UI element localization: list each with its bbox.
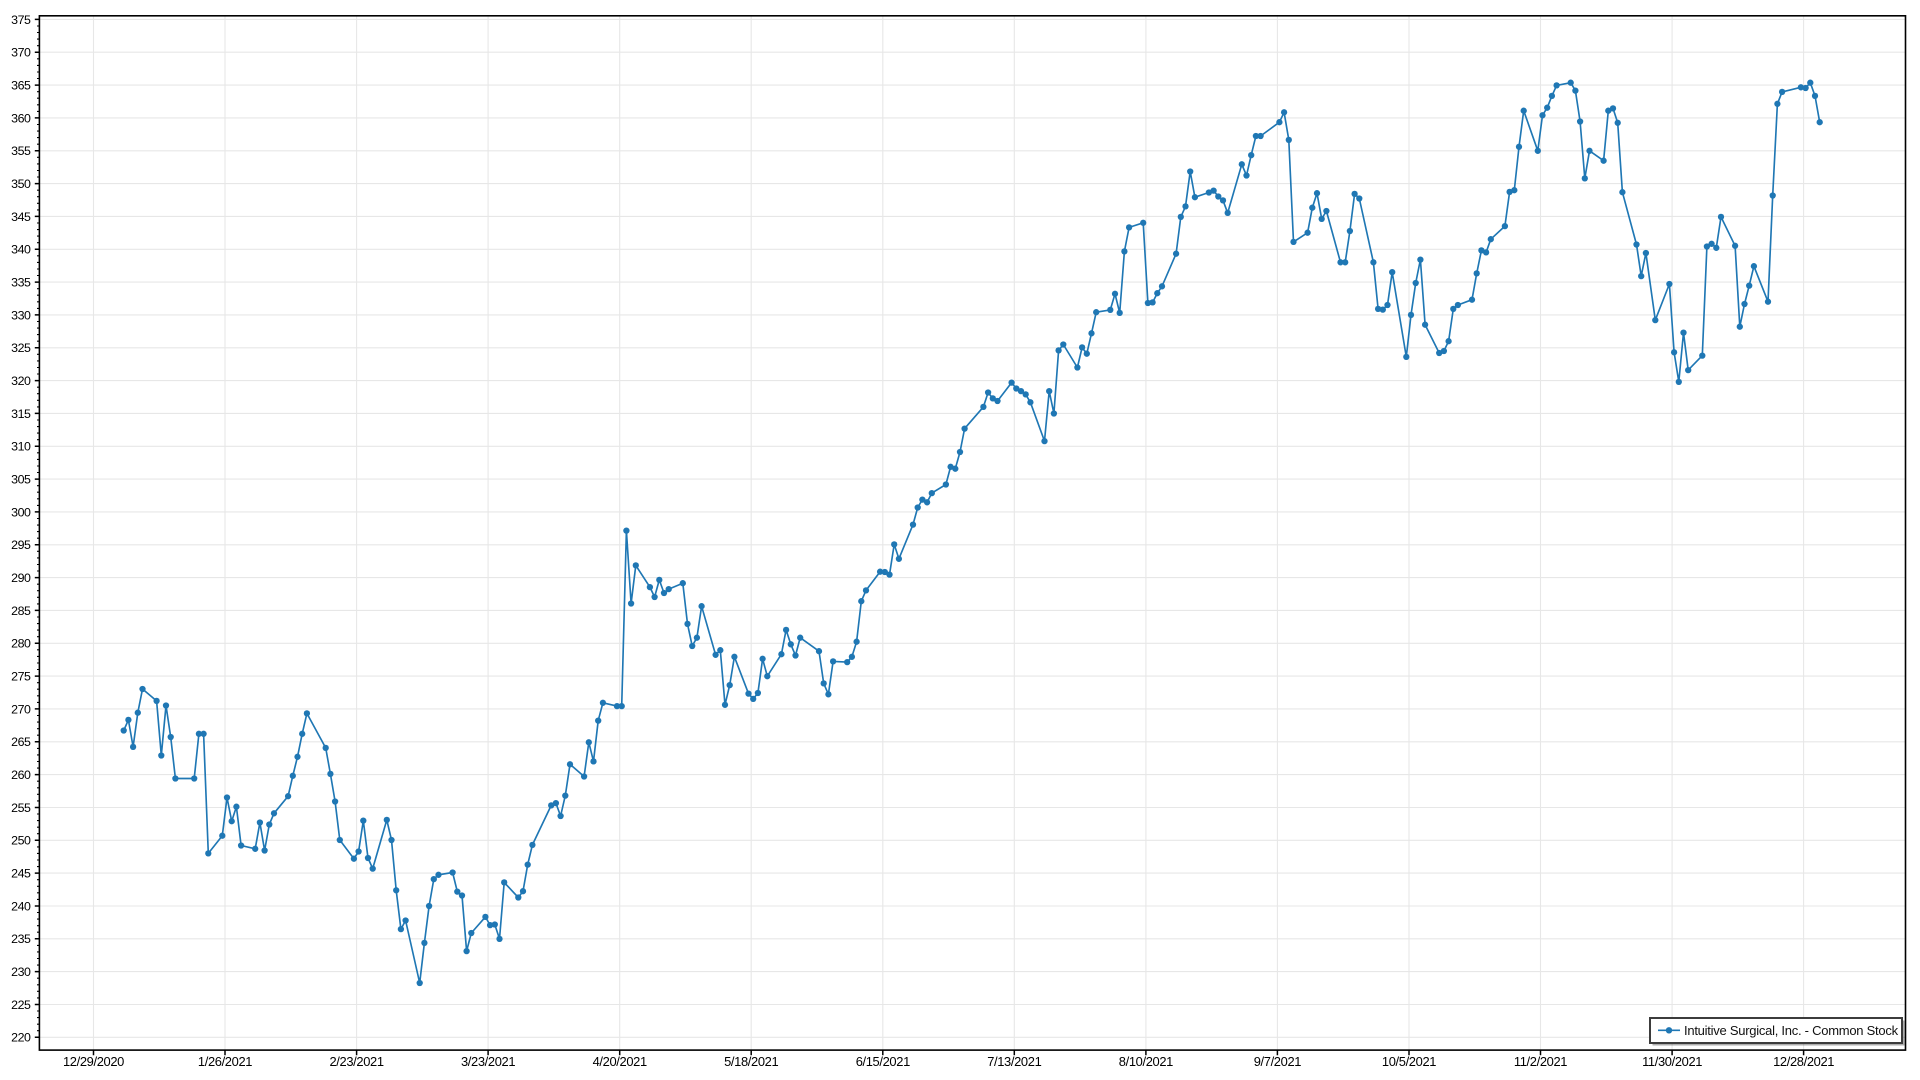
svg-text:375: 375 (11, 13, 31, 27)
svg-text:250: 250 (11, 834, 31, 848)
svg-text:280: 280 (11, 637, 31, 651)
svg-text:370: 370 (11, 46, 31, 60)
svg-text:330: 330 (11, 308, 31, 322)
svg-text:10/5/2021: 10/5/2021 (1382, 1054, 1436, 1069)
svg-text:255: 255 (11, 801, 31, 815)
svg-text:295: 295 (11, 538, 31, 552)
svg-text:1/26/2021: 1/26/2021 (198, 1054, 252, 1069)
svg-text:11/2/2021: 11/2/2021 (1514, 1054, 1567, 1069)
svg-text:305: 305 (11, 473, 31, 487)
svg-text:355: 355 (11, 144, 31, 158)
svg-text:320: 320 (11, 374, 31, 388)
svg-text:Intuitive Surgical, Inc. - Com: Intuitive Surgical, Inc. - Common Stock (1684, 1023, 1899, 1038)
svg-text:365: 365 (11, 79, 31, 93)
svg-text:325: 325 (11, 341, 31, 355)
svg-text:245: 245 (11, 867, 31, 881)
svg-text:12/29/2020: 12/29/2020 (63, 1054, 124, 1069)
svg-text:360: 360 (11, 111, 31, 125)
svg-text:310: 310 (11, 440, 31, 454)
svg-text:3/23/2021: 3/23/2021 (461, 1054, 515, 1069)
svg-text:260: 260 (11, 768, 31, 782)
svg-text:285: 285 (11, 604, 31, 618)
svg-text:270: 270 (11, 702, 31, 716)
svg-text:11/30/2021: 11/30/2021 (1642, 1054, 1702, 1069)
svg-text:5/18/2021: 5/18/2021 (724, 1054, 778, 1069)
svg-text:6/15/2021: 6/15/2021 (856, 1054, 910, 1069)
svg-text:300: 300 (11, 505, 31, 519)
svg-text:335: 335 (11, 276, 31, 290)
svg-text:235: 235 (11, 932, 31, 946)
svg-text:2/23/2021: 2/23/2021 (329, 1054, 383, 1069)
svg-text:275: 275 (11, 670, 31, 684)
svg-text:9/7/2021: 9/7/2021 (1254, 1054, 1302, 1069)
svg-text:220: 220 (11, 1031, 31, 1045)
svg-text:265: 265 (11, 735, 31, 749)
svg-text:315: 315 (11, 407, 31, 421)
svg-text:340: 340 (11, 243, 31, 257)
svg-text:230: 230 (11, 965, 31, 979)
svg-text:345: 345 (11, 210, 31, 224)
svg-text:12/28/2021: 12/28/2021 (1773, 1054, 1834, 1069)
svg-text:8/10/2021: 8/10/2021 (1119, 1054, 1173, 1069)
svg-text:4/20/2021: 4/20/2021 (593, 1054, 647, 1069)
svg-text:290: 290 (11, 571, 31, 585)
svg-text:225: 225 (11, 998, 31, 1012)
svg-text:7/13/2021: 7/13/2021 (987, 1054, 1041, 1069)
svg-text:240: 240 (11, 899, 31, 913)
svg-text:350: 350 (11, 177, 31, 191)
